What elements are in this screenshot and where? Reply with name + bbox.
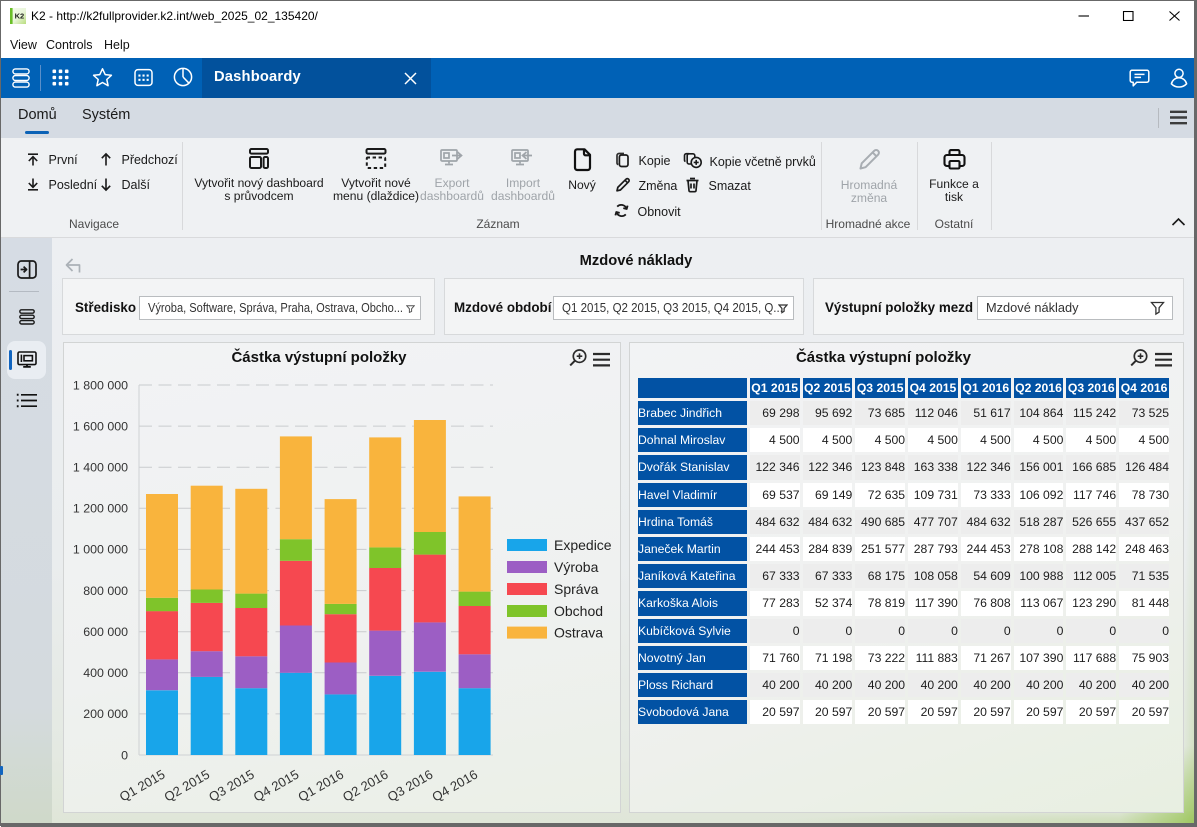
svg-text:600 000: 600 000 (83, 625, 128, 639)
svg-text:Výroba: Výroba (554, 559, 599, 575)
svg-text:K2: K2 (15, 12, 25, 21)
svg-text:0: 0 (121, 748, 128, 762)
svg-text:800 000: 800 000 (83, 584, 128, 598)
svg-text:Q1 2016: Q1 2016 (295, 767, 346, 805)
svg-text:Q3 2015: Q3 2015 (206, 767, 257, 805)
svg-text:Expedice: Expedice (554, 537, 612, 553)
svg-text:1 200 000: 1 200 000 (73, 502, 128, 516)
svg-text:Q4 2015: Q4 2015 (251, 767, 302, 805)
svg-text:Obchod: Obchod (554, 603, 603, 619)
svg-text:Q3 2016: Q3 2016 (385, 767, 436, 805)
svg-text:Q2 2015: Q2 2015 (162, 767, 213, 805)
svg-text:400 000: 400 000 (83, 666, 128, 680)
svg-text:1 600 000: 1 600 000 (73, 419, 128, 433)
svg-text:1 000 000: 1 000 000 (73, 543, 128, 557)
svg-text:1 400 000: 1 400 000 (73, 461, 128, 475)
svg-text:200 000: 200 000 (83, 707, 128, 721)
svg-text:Q4 2016: Q4 2016 (429, 767, 480, 805)
svg-text:1 800 000: 1 800 000 (73, 378, 128, 392)
svg-text:Q2 2016: Q2 2016 (340, 767, 391, 805)
svg-text:Q1 2015: Q1 2015 (117, 767, 168, 805)
svg-text:Ostrava: Ostrava (554, 625, 603, 641)
svg-text:Správa: Správa (554, 581, 599, 597)
